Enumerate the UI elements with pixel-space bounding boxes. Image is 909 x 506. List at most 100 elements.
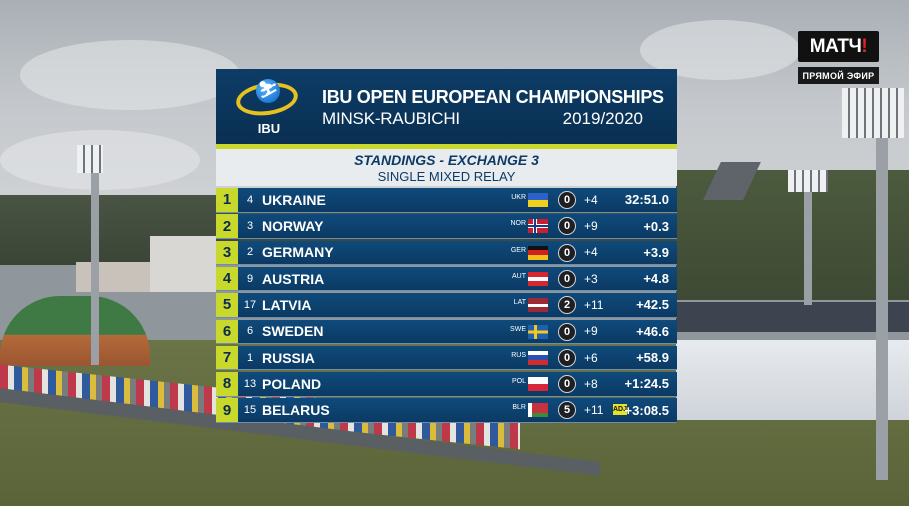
team-name: NORWAY [262,218,324,235]
standings-graphic: ⛷ IBU IBU OPEN EUROPEAN CHAMPIONSHIPS MI… [216,69,677,425]
race-name: SINGLE MIXED RELAY [377,169,516,184]
rank-badge: 1 [216,188,238,212]
time-behind: +58.9 [636,350,669,366]
table-row: 1 4 UKRAINE UKR 0 +4 32:51.0 [216,188,677,213]
bib-number: 9 [246,272,254,285]
team-name: LATVIA [262,296,312,313]
skier-icon: ⛷ [258,82,279,99]
spare-rounds: +9 [584,324,598,339]
table-row: 2 3 NORWAY NOR 0 +9 +0.3 [216,214,677,239]
bib-number: 3 [246,220,254,233]
event-season: 2019/2020 [562,109,643,128]
table-row: 5 17 LATVIA LAT 2 +11 +42.5 [216,293,677,318]
team-name: POLAND [262,375,322,392]
team-name: RUSSIA [262,349,315,366]
accent-stripe [216,144,677,149]
spare-rounds: +9 [584,219,598,234]
flag-ukraine-icon [528,193,548,207]
bib-number: 6 [246,325,254,338]
bib-number: 2 [246,246,254,259]
country-code: LAT [513,299,526,307]
rank-badge: 3 [216,240,238,265]
table-row: 8 13 POLAND POL 0 +8 +1:24.5 [216,372,677,397]
ibu-logo: ⛷ IBU [234,77,304,139]
rank-badge: 5 [216,293,238,317]
standings-subheader: STANDINGS - EXCHANGE 3 SINGLE MIXED RELA… [216,149,677,186]
floodlight [77,145,103,173]
country-code: BLR [512,404,526,412]
time-behind: +3.9 [643,244,669,260]
flag-latvia-icon [528,298,548,313]
spare-rounds: +3 [584,271,598,286]
flag-austria-icon [528,271,548,286]
time-behind: 32:51.0 [624,192,669,208]
spare-rounds: +8 [584,376,598,391]
flag-sweden-icon [528,324,548,339]
spare-rounds: +4 [584,192,598,207]
country-code: UKR [511,194,526,201]
table-row: 6 6 SWEDEN SWE 0 +9 +46.6 [216,319,677,344]
event-title: IBU OPEN EUROPEAN CHAMPIONSHIPS [322,87,664,107]
time-behind: +46.6 [636,323,669,339]
adj-badge: ADJ [613,404,628,416]
building [150,236,216,292]
standings-label: STANDINGS - EXCHANGE 3 [354,152,539,168]
broadcaster-logo-text: МАТЧ! [809,35,868,57]
rank-badge: 8 [216,372,238,396]
grandstand [0,296,150,366]
building [76,262,156,292]
flag-germany-icon [528,245,548,260]
penalty-count: 0 [558,269,576,288]
country-code: AUT [512,272,526,280]
rank-badge: 4 [216,266,238,291]
floodlight-pole [876,130,888,480]
table-row: 9 15 BELARUS BLR 5 +11 ADJ +3:08.5 [216,398,677,423]
country-code: NOR [510,220,526,228]
floodlight-pole [804,185,812,305]
spare-rounds: +4 [584,245,598,260]
ibu-logo-label: IBU [257,121,281,136]
table-row: 7 1 RUSSIA RUS 0 +6 +58.9 [216,345,677,371]
team-name: BELARUS [262,402,330,419]
penalty-count: 0 [558,322,576,341]
time-behind: +1:24.5 [624,376,669,392]
country-code: SWE [510,325,526,333]
bib-number: 15 [243,404,257,417]
country-code: GER [510,246,526,254]
bib-number: 17 [243,298,257,311]
time-behind: +3:08.5 [624,402,669,418]
flag-norway-icon [528,219,548,234]
spare-rounds: +11 [584,297,604,312]
event-header: ⛷ IBU IBU OPEN EUROPEAN CHAMPIONSHIPS MI… [216,69,677,144]
event-venue: MINSK-RAUBICHI [322,109,460,128]
team-name: SWEDEN [262,323,324,340]
team-name: UKRAINE [262,191,326,208]
penalty-count: 5 [558,401,576,420]
penalty-count: 0 [558,217,576,236]
table-row: 4 9 AUSTRIA AUT 0 +3 +4.8 [216,266,677,292]
spectator-stand [676,302,909,332]
penalty-count: 0 [558,243,576,262]
penalty-count: 0 [558,348,576,367]
penalty-count: 0 [558,375,576,394]
broadcaster-logo: МАТЧ! [798,31,879,62]
biathlete-icon [256,79,280,103]
rank-badge: 7 [216,345,238,370]
live-badge: ПРЯМОЙ ЭФИР [798,67,879,84]
flag-poland-icon [528,377,548,392]
penalty-count: 2 [558,296,576,315]
table-row: 3 2 GERMANY GER 0 +4 +3.9 [216,240,677,266]
cloud [20,40,240,110]
rank-badge: 2 [216,214,238,238]
rank-badge: 9 [216,398,238,422]
bib-number: 13 [243,377,257,390]
floodlight-pole [91,165,99,365]
floodlight [788,170,828,192]
rank-badge: 6 [216,319,238,343]
bib-number: 1 [246,351,254,364]
flag-belarus-icon [528,403,548,418]
time-behind: +42.5 [636,297,669,313]
spare-rounds: +11 [584,403,604,418]
time-behind: +4.8 [643,271,669,287]
bib-number: 4 [246,193,254,206]
